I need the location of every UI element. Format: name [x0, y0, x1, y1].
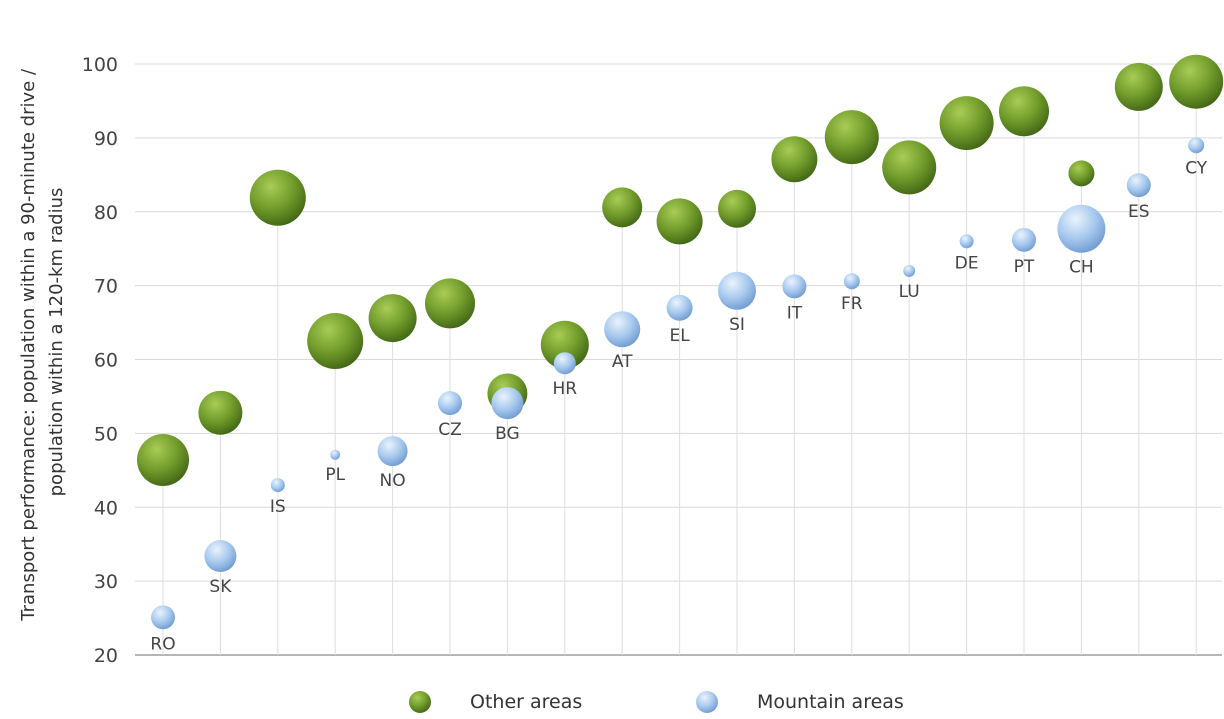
other-areas-bubble [249, 169, 306, 226]
y-tick-label: 40 [94, 497, 118, 519]
grid [135, 63, 1222, 656]
category-label: CY [1185, 158, 1208, 178]
category-label: DE [955, 253, 979, 273]
mountain-areas-bubble [959, 234, 974, 249]
y-tick-label: 80 [94, 202, 118, 224]
mountain-areas-bubble [604, 311, 641, 348]
other-areas-bubble [656, 198, 703, 245]
other-areas-bubble [1068, 160, 1095, 187]
category-label: CZ [438, 420, 462, 440]
other-areas-bubble [882, 140, 937, 195]
mountain-areas-bubble [843, 273, 860, 290]
y-tick-label: 60 [94, 350, 118, 372]
category-label: SK [209, 577, 232, 597]
legend-marker [409, 691, 431, 713]
other-areas-bubble [368, 294, 417, 343]
category-labels: RO SK IS PL NO CZ BG HR AT EL SI IT FR LU DE PT CH ES CY [150, 158, 1207, 654]
y-tick-label: 50 [94, 423, 118, 445]
other-areas-bubble [718, 189, 756, 228]
y-tick-label: 30 [94, 571, 118, 593]
mountain-areas-bubble [1057, 204, 1106, 253]
legend-label: Mountain areas [757, 691, 904, 713]
y-tick-label: 20 [94, 645, 118, 667]
mountain-areas-bubble [270, 478, 285, 493]
category-guides [162, 81, 1197, 655]
legend: Other areas Mountain areas [409, 691, 904, 713]
legend-label: Other areas [470, 691, 582, 713]
category-label: SI [729, 315, 745, 335]
mountain-areas-bubble [782, 274, 807, 299]
other-areas-bubble [425, 278, 475, 329]
category-label: BG [495, 424, 520, 444]
y-tick-label: 100 [82, 54, 118, 76]
mountain-areas-bubble [204, 540, 237, 573]
mountain-areas-bubble [491, 387, 524, 420]
category-label: AT [612, 352, 633, 372]
mountain-areas-bubble [438, 391, 462, 416]
mountain-areas-bubble [553, 352, 576, 375]
mountain-areas-bubble [1126, 173, 1151, 198]
other-areas-bubble [999, 86, 1049, 137]
other-areas-bubble [771, 136, 818, 183]
mountain-areas-bubble [666, 294, 693, 321]
other-areas-bubble [602, 187, 643, 228]
category-label: PL [325, 465, 345, 485]
mountain-areas-bubble [1188, 137, 1205, 154]
legend-marker [696, 691, 718, 713]
y-tick-label: 70 [94, 276, 118, 298]
other-areas-bubble [824, 110, 879, 165]
mountain-areas-bubble [1012, 227, 1036, 252]
other-areas-bubble [1169, 54, 1224, 109]
other-areas-bubble [307, 313, 364, 370]
y-tick-label: 90 [94, 128, 118, 150]
category-label: IT [787, 303, 803, 323]
category-label: LU [899, 282, 920, 302]
category-label: PT [1014, 257, 1035, 277]
category-label: NO [380, 471, 406, 491]
category-label: CH [1069, 258, 1094, 278]
other-areas-bubble [137, 433, 189, 486]
category-label: RO [150, 634, 175, 654]
other-areas-bubble [198, 390, 243, 435]
y-axis-title: Transport performance: population within… [18, 63, 67, 622]
mountain-areas-bubble [377, 436, 408, 467]
other-areas-bubble [1114, 62, 1163, 111]
mountain-areas-bubble [330, 449, 341, 460]
mountain-areas-bubble [903, 264, 916, 277]
mountain-areas-bubble [151, 605, 175, 630]
mountain-areas-bubble [718, 271, 756, 310]
category-label: FR [841, 294, 863, 314]
other-areas-bubble [939, 96, 994, 151]
category-label: HR [552, 379, 577, 399]
category-label: IS [270, 497, 286, 517]
other-areas-bubble [540, 320, 589, 369]
bubbles [137, 54, 1224, 630]
category-label: EL [669, 326, 690, 346]
category-label: ES [1128, 202, 1150, 222]
y-axis: 20 30 40 50 60 70 80 90 100 [82, 54, 118, 667]
